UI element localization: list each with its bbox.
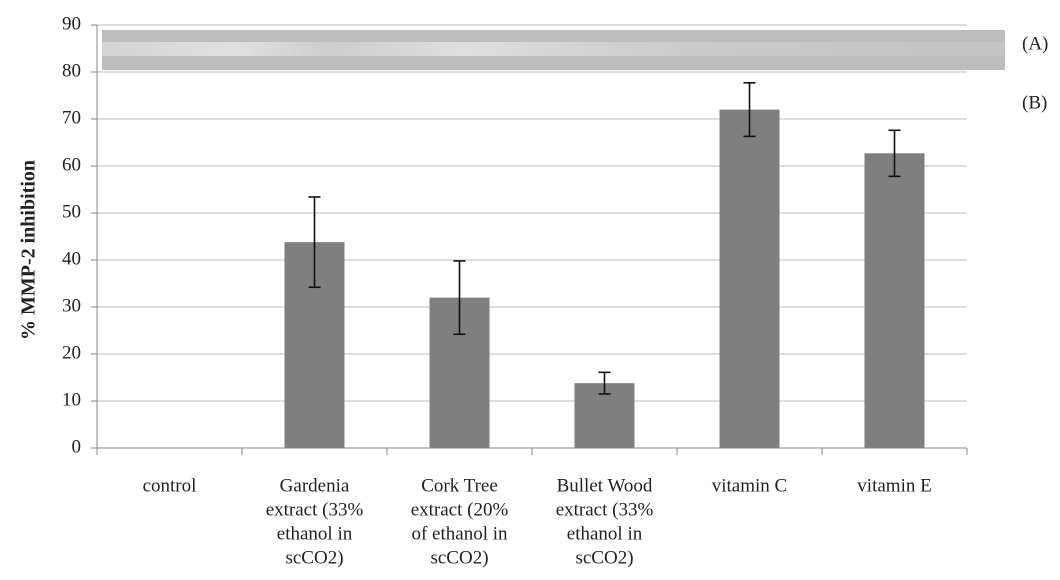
- y-tick-label: 30: [62, 295, 81, 316]
- bar: [719, 109, 780, 448]
- x-tick-label: scCO2): [430, 547, 488, 568]
- x-tick-label: ethanol in: [277, 523, 353, 544]
- x-tick-label: Cork Tree: [421, 475, 498, 496]
- x-tick-label: control: [143, 475, 197, 496]
- bar: [864, 153, 925, 448]
- x-tick-label: scCO2): [575, 547, 633, 568]
- y-tick-label: 10: [62, 389, 81, 410]
- gel-band: [102, 42, 1005, 56]
- x-tick-label: ethanol in: [567, 523, 643, 544]
- y-tick-label: 20: [62, 342, 81, 363]
- y-axis-label: % MMP-2 inhibition: [18, 160, 40, 340]
- x-tick-label: of ethanol in: [411, 523, 508, 544]
- error-bar: [743, 82, 756, 138]
- x-tick-label: Gardenia: [280, 475, 350, 496]
- x-tick-label: extract (33%: [266, 499, 364, 520]
- y-tick-label: 60: [62, 154, 81, 175]
- x-tick-label: extract (20%: [411, 499, 509, 520]
- annotation: (B): [1022, 92, 1047, 113]
- plot-area: 0 10 20 30 40 50 60 70 80 90 control Gardenia extrac…: [62, 13, 968, 568]
- y-tick-label: 50: [62, 201, 81, 222]
- y-tick-label: 90: [62, 13, 81, 34]
- x-tick-label: vitamin E: [857, 475, 931, 496]
- x-tick-label: Bullet Wood: [557, 475, 653, 496]
- y-tick-label: 70: [62, 107, 81, 128]
- x-tick-label: extract (33%: [556, 499, 654, 520]
- annotation: (A): [1022, 33, 1048, 54]
- error-bar: [308, 196, 321, 289]
- error-bar: [888, 129, 901, 178]
- error-bar: [598, 371, 611, 395]
- y-tick-label: 80: [62, 60, 81, 81]
- y-tick-label: 0: [72, 436, 82, 457]
- x-tick-label: scCO2): [285, 547, 343, 568]
- y-tick-label: 40: [62, 248, 81, 269]
- error-bar: [453, 260, 466, 336]
- x-tick-label: vitamin C: [712, 475, 787, 496]
